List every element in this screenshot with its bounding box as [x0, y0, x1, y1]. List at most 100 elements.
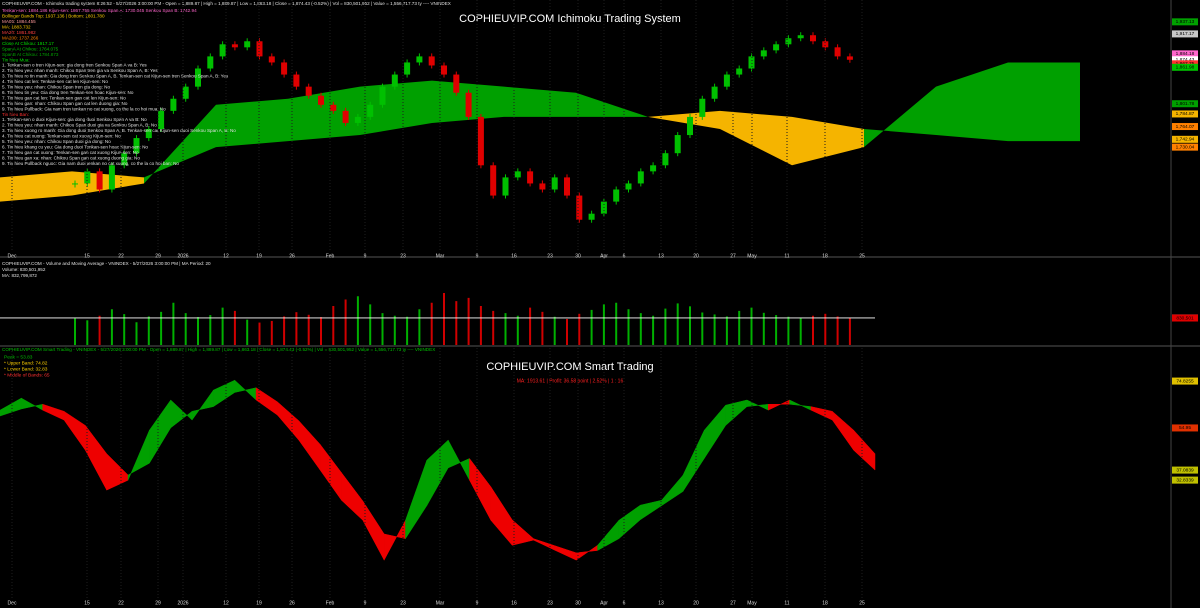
legend-line: 3. Tin hieu ro tin manh: Gia dong tren S…	[2, 74, 229, 79]
x-tick-label: 13	[658, 600, 664, 606]
volume-bar	[295, 312, 298, 345]
x-tick-label: 23	[547, 253, 553, 259]
price-label: 1,730.04	[1176, 144, 1195, 150]
price-label: 1,917.17	[1176, 31, 1195, 37]
volume-bar	[283, 316, 286, 345]
legend-line: 4. Tin hieu cat xuong: Tenkan-sen cat xu…	[2, 134, 121, 139]
volume-bar	[221, 307, 224, 345]
legend-line: 9. Tin hieu Pullback nguoc: Gia nam duoi…	[2, 161, 179, 166]
volume-bar	[369, 304, 372, 345]
candle	[699, 98, 706, 117]
volume-bar	[406, 316, 409, 345]
candle	[342, 110, 349, 123]
x-tick-label: 23	[400, 253, 406, 259]
candle	[268, 56, 275, 63]
x-tick-label: 22	[118, 600, 124, 606]
legend-line: * Upper Band: 74.82	[4, 360, 48, 366]
x-tick-label: 11	[784, 600, 789, 606]
x-tick-label: 27	[730, 600, 736, 606]
volume-bar	[750, 307, 753, 345]
ichimoku-cloud	[0, 171, 72, 202]
legend-line: MA20: 1861.982	[2, 30, 36, 35]
candle	[539, 183, 546, 190]
legend-line: 7. Tin hieu gan cat len: Tenkan-sen gan …	[2, 95, 126, 100]
ichimoku-cloud	[792, 116, 864, 166]
price-label-box	[1172, 476, 1198, 484]
volume-bar	[590, 309, 593, 345]
candle	[195, 68, 201, 87]
volume-bar	[455, 301, 458, 345]
volume-bar	[270, 320, 273, 345]
volume-bar	[627, 309, 630, 345]
legend-line: 4. Tin hieu cat len: Tenkan-sen cat len …	[2, 79, 108, 84]
x-tick-label: Apr	[600, 600, 608, 606]
ichimoku-cloud	[288, 86, 360, 142]
ichimoku-cloud	[360, 80, 432, 136]
candle	[846, 56, 853, 60]
legend-line: MA: 832,799,872	[2, 273, 37, 278]
x-tick-label: 15	[84, 600, 90, 606]
candle	[514, 171, 521, 178]
x-tick-label: 30	[575, 253, 581, 259]
candle	[822, 41, 829, 48]
x-tick-label: 30	[575, 600, 581, 606]
x-tick-label: 6	[623, 253, 626, 259]
x-tick-label: Apr	[600, 253, 608, 259]
candle	[293, 74, 300, 87]
volume-bar	[393, 315, 396, 345]
x-tick-label: Dec	[8, 600, 17, 606]
candle	[723, 74, 730, 87]
price-label: 1,937.13	[1176, 19, 1195, 25]
volume-bar	[307, 314, 310, 345]
pane-title: COPHIEUVIP.COM Smart Trading	[486, 361, 653, 373]
volume-bar	[443, 293, 445, 345]
x-tick-label: 23	[547, 600, 553, 606]
volume-bar	[123, 314, 126, 345]
volume-bar	[664, 308, 667, 345]
volume-bar	[381, 313, 384, 345]
candle	[564, 177, 570, 196]
price-label: 1,742.94	[1176, 137, 1195, 143]
candle	[453, 74, 460, 93]
legend-line: Tin hieu Mua:	[2, 57, 30, 62]
volume-bar	[725, 316, 728, 345]
candle	[367, 104, 374, 117]
candle	[318, 95, 324, 105]
price-label-box	[1172, 50, 1198, 58]
candle	[551, 177, 558, 190]
volume-bar	[233, 310, 236, 345]
volume-bar	[775, 315, 778, 345]
x-tick-label: Dec	[8, 253, 17, 259]
volume-bar	[184, 313, 187, 345]
volume-bar	[762, 312, 765, 345]
x-tick-label: 22	[118, 253, 124, 259]
x-tick-label: 25	[859, 600, 865, 606]
candle	[72, 183, 78, 185]
volume-bar	[135, 322, 138, 345]
candle	[625, 183, 632, 190]
candle	[477, 116, 484, 166]
legend-line: 1. Tenkan-sen o tren Kijun-sen: gia dong…	[2, 63, 147, 68]
candle	[465, 92, 472, 117]
x-tick-label: 19	[256, 253, 262, 259]
volume-bar	[799, 317, 802, 345]
price-label: 830,501	[1176, 315, 1194, 321]
x-tick-label: 13	[658, 253, 664, 259]
candle	[834, 47, 841, 57]
candle	[305, 86, 312, 96]
pane-note: MA: 1913.61 | Profit: 36.58 point | 2.52…	[517, 378, 624, 384]
x-tick-label: Mar	[436, 600, 445, 606]
legend-line: 1. Tenkan-sen o duoi Kijun-sen: gia dong…	[2, 117, 147, 122]
volume-bar	[713, 314, 716, 345]
price-label-box	[1172, 63, 1198, 71]
x-tick-label: 2026	[177, 253, 188, 259]
x-tick-label: Mar	[436, 253, 445, 259]
x-tick-label: 20	[693, 600, 699, 606]
ichimoku-cloud	[504, 86, 576, 117]
price-label-box	[1172, 30, 1198, 38]
candle	[773, 44, 780, 51]
x-tick-label: 20	[693, 253, 699, 259]
volume-bar	[332, 306, 335, 345]
x-tick-label: May	[747, 253, 757, 259]
volume-bar	[516, 315, 519, 345]
